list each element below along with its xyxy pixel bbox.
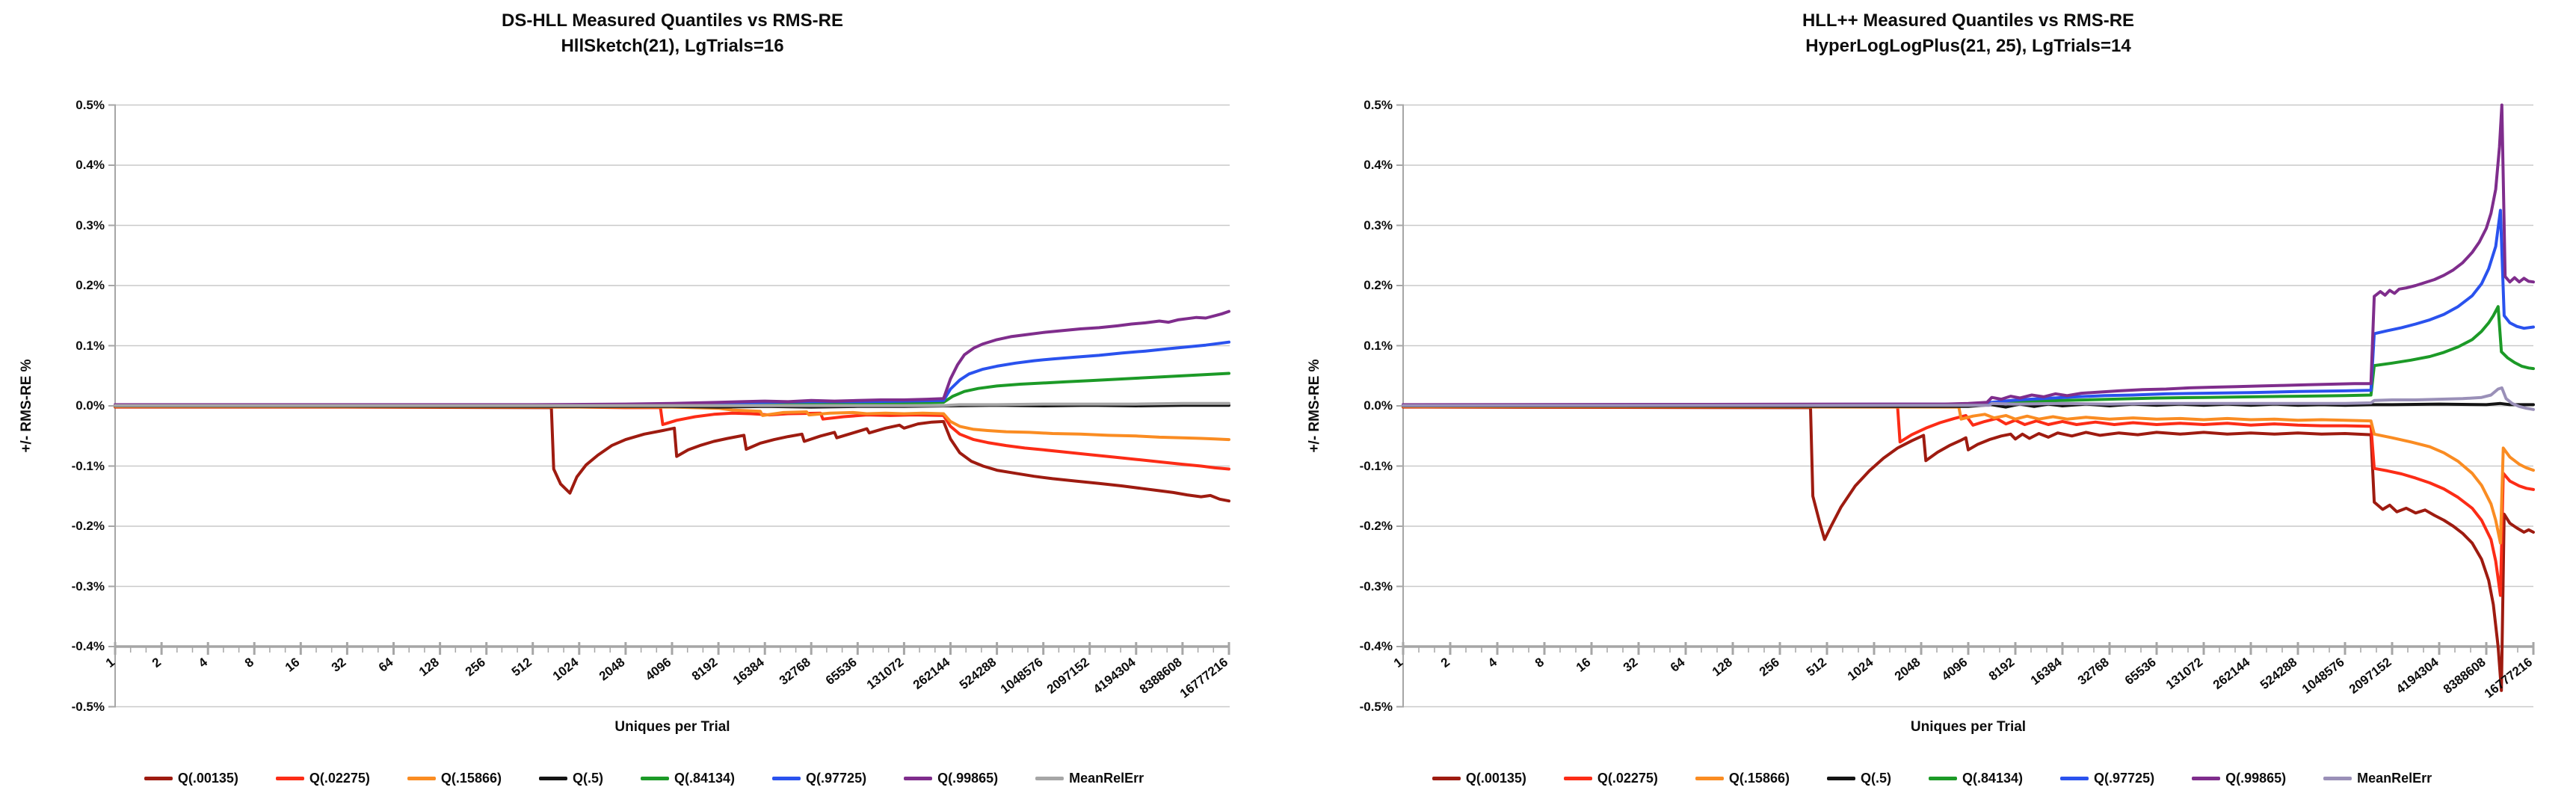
series-line-Q(.02275) — [114, 405, 1230, 471]
legend-item-Q(.15866): Q(.15866) — [1695, 771, 1790, 786]
chart-panel-ds-hll: DS-HLL Measured Quantiles vs RMS-RE HllS… — [0, 10, 1288, 786]
legend-item-MeanRelErr: MeanRelErr — [1035, 771, 1144, 786]
series-line-Q(.00135) — [114, 405, 1230, 503]
chart-title-line1: HLL++ Measured Quantiles vs RMS-RE — [1802, 10, 2135, 31]
series-line-Q(.15866) — [114, 404, 1230, 442]
y-tick-label: 0.5% — [1364, 98, 1393, 112]
y-tick-label: 0.0% — [76, 398, 105, 413]
y-tick-label: -0.5% — [1359, 700, 1393, 714]
y-tick-label: -0.3% — [71, 579, 105, 593]
y-tick-label: 0.3% — [1364, 218, 1393, 232]
legend-item-Q(.97725): Q(.97725) — [2060, 771, 2154, 786]
series-line-Q(.97725) — [1402, 209, 2535, 407]
y-tick-label: 0.0% — [1364, 398, 1393, 413]
legend-item-Q(.97725): Q(.97725) — [772, 771, 866, 786]
y-tick-label: -0.1% — [71, 459, 105, 473]
y-tick-label: 0.1% — [1364, 339, 1393, 353]
legend-label: MeanRelErr — [2357, 771, 2432, 786]
y-tick-label: 0.4% — [76, 158, 105, 172]
chart-title-line2: HyperLogLogPlus(21, 25), LgTrials=14 — [1805, 36, 2131, 56]
legend-item-Q(.00135): Q(.00135) — [144, 771, 238, 786]
y-tick-label: -0.5% — [71, 700, 105, 714]
legend-item-MeanRelErr: MeanRelErr — [2323, 771, 2432, 786]
plot-area — [108, 104, 1230, 708]
legend-label: Q(.15866) — [1728, 771, 1790, 786]
chart-title-line1: DS-HLL Measured Quantiles vs RMS-RE — [502, 10, 843, 31]
y-tick-label: 0.1% — [76, 339, 105, 353]
legend-swatch — [2060, 777, 2089, 780]
legend-label: Q(.99865) — [2225, 771, 2287, 786]
y-tick-label: -0.4% — [71, 639, 105, 653]
y-tick-label: -0.2% — [1359, 519, 1393, 533]
series-line-Q(.84134) — [114, 371, 1230, 407]
legend-label: Q(.02275) — [1597, 771, 1658, 786]
legend-label: MeanRelErr — [1069, 771, 1144, 786]
legend-swatch — [2192, 777, 2221, 780]
y-tick-label: 0.5% — [76, 98, 105, 112]
legend-label: Q(.5) — [1860, 771, 1891, 786]
chart-panel-hllpp: HLL++ Measured Quantiles vs RMS-RE Hyper… — [1288, 0, 2576, 811]
y-tick-label: 0.2% — [76, 278, 105, 292]
y-tick-label: 0.2% — [1364, 278, 1393, 292]
legend-swatch — [2323, 777, 2352, 780]
y-tick-label: -0.1% — [1359, 459, 1393, 473]
series-line-Q(.99865) — [114, 309, 1230, 407]
legend-swatch — [275, 777, 304, 780]
legend-item-Q(.5): Q(.5) — [1826, 771, 1891, 786]
legend-swatch — [407, 777, 436, 780]
y-tick-label: -0.3% — [1359, 579, 1393, 593]
legend-item-Q(.02275): Q(.02275) — [1563, 771, 1658, 786]
legend-label: Q(.84134) — [674, 771, 736, 786]
legend-item-Q(.99865): Q(.99865) — [904, 771, 998, 786]
series-line-Q(.02275) — [1402, 405, 2535, 597]
legend: Q(.00135) Q(.02275) Q(.15866) Q(.5) Q(.84134… — [0, 771, 1288, 786]
y-tick-label: -0.4% — [1359, 639, 1393, 653]
legend-item-Q(.00135): Q(.00135) — [1432, 771, 1526, 786]
legend-swatch — [144, 777, 173, 780]
legend-swatch — [640, 777, 669, 780]
legend-swatch — [538, 777, 567, 780]
legend-swatch — [1432, 777, 1461, 780]
legend-swatch — [1563, 777, 1592, 780]
legend-item-Q(.99865): Q(.99865) — [2192, 771, 2286, 786]
legend-label: Q(.97725) — [806, 771, 867, 786]
x-axis-title: Uniques per Trial — [614, 719, 730, 735]
legend-label: Q(.02275) — [309, 771, 370, 786]
legend-swatch — [904, 777, 933, 780]
legend-swatch — [1928, 777, 1957, 780]
series-line-MeanRelErr — [114, 401, 1230, 407]
legend-item-Q(.84134): Q(.84134) — [640, 771, 736, 786]
series-line-Q(.97725) — [114, 340, 1230, 407]
series-line-MeanRelErr — [1402, 386, 2535, 411]
chart-title-line2: HllSketch(21), LgTrials=16 — [561, 36, 784, 56]
legend: Q(.00135) Q(.02275) Q(.15866) Q(.5) Q(.84134… — [1288, 771, 2576, 786]
series-line-Q(.15866) — [1402, 404, 2535, 545]
legend-label: Q(.5) — [572, 771, 603, 786]
legend-label: Q(.99865) — [937, 771, 999, 786]
legend-swatch — [1826, 777, 1855, 780]
legend-item-Q(.02275): Q(.02275) — [275, 771, 370, 786]
series-line-Q(.99865) — [1402, 103, 2535, 407]
y-tick-label: 0.4% — [1364, 158, 1393, 172]
legend-item-Q(.84134): Q(.84134) — [1928, 771, 2024, 786]
legend-label: Q(.00135) — [177, 771, 238, 786]
y-tick-label: 0.3% — [76, 218, 105, 232]
series-line-Q(.00135) — [1402, 405, 2535, 692]
x-axis-title: Uniques per Trial — [1910, 719, 2027, 735]
y-tick-label: -0.2% — [71, 519, 105, 533]
legend-label: Q(.00135) — [1465, 771, 1526, 786]
legend-item-Q(.5): Q(.5) — [538, 771, 603, 786]
legend-label: Q(.15866) — [440, 771, 502, 786]
legend-item-Q(.15866): Q(.15866) — [407, 771, 502, 786]
legend-label: Q(.84134) — [1962, 771, 2024, 786]
legend-swatch — [772, 777, 801, 780]
legend-swatch — [1035, 777, 1064, 780]
legend-label: Q(.97725) — [2094, 771, 2155, 786]
plot-area — [1396, 103, 2535, 708]
series-line-Q(.84134) — [1402, 305, 2535, 407]
legend-swatch — [1695, 777, 1724, 780]
